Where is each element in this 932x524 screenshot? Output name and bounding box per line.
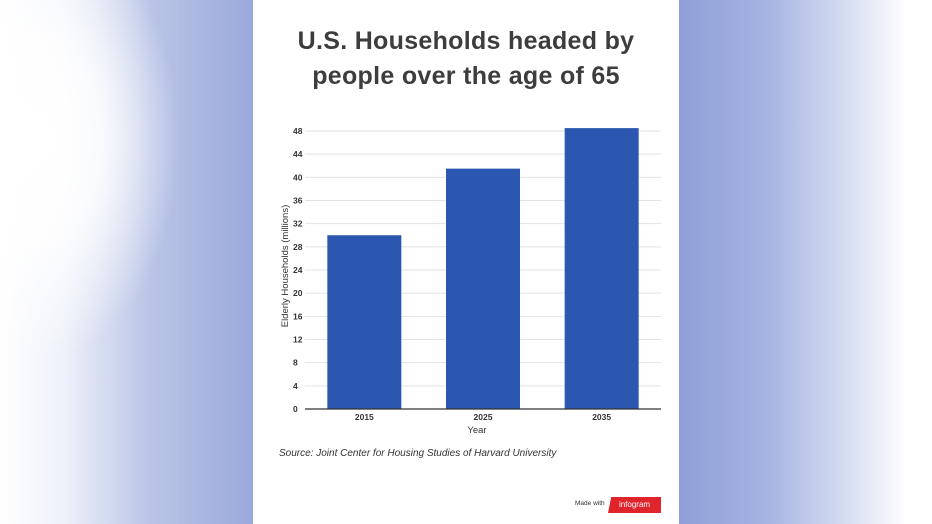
x-tick-label-2025: 2025 [474,412,493,422]
x-tick-label-2035: 2035 [592,412,611,422]
y-tick-label-28: 28 [293,242,303,252]
chart-title: U.S. Households headed by people over th… [253,24,679,94]
background-left [0,0,253,524]
source-note: Source: Joint Center for Housing Studies… [279,448,557,459]
y-tick-label-24: 24 [293,265,303,275]
bar-2015 [327,235,402,409]
y-tick-label-20: 20 [293,288,303,298]
y-tick-label-36: 36 [293,196,303,206]
bar-2035 [564,128,639,409]
y-tick-label-44: 44 [293,149,303,159]
bar-2025 [446,168,520,409]
chart-title-line-1: U.S. Households headed by [297,27,635,55]
background-right [679,0,932,524]
y-tick-label-16: 16 [293,311,303,321]
y-tick-label-0: 0 [293,404,298,414]
y-tick-label-8: 8 [293,358,298,368]
chart-title-line-2: people over the age of 65 [312,62,620,90]
y-tick-label-40: 40 [293,172,303,182]
y-tick-label-48: 48 [293,126,303,136]
y-axis-title: Elderly Households (millions) [280,205,291,328]
made-with-label: Made with [575,500,605,507]
x-tick-label-2015: 2015 [355,412,374,422]
x-axis-title: Year [467,425,486,436]
y-tick-label-32: 32 [293,219,303,229]
infogram-logo[interactable]: infogram [608,497,661,513]
y-tick-label-4: 4 [293,381,298,391]
y-tick-label-12: 12 [293,335,303,345]
chart-card: U.S. Households headed by people over th… [253,0,679,524]
